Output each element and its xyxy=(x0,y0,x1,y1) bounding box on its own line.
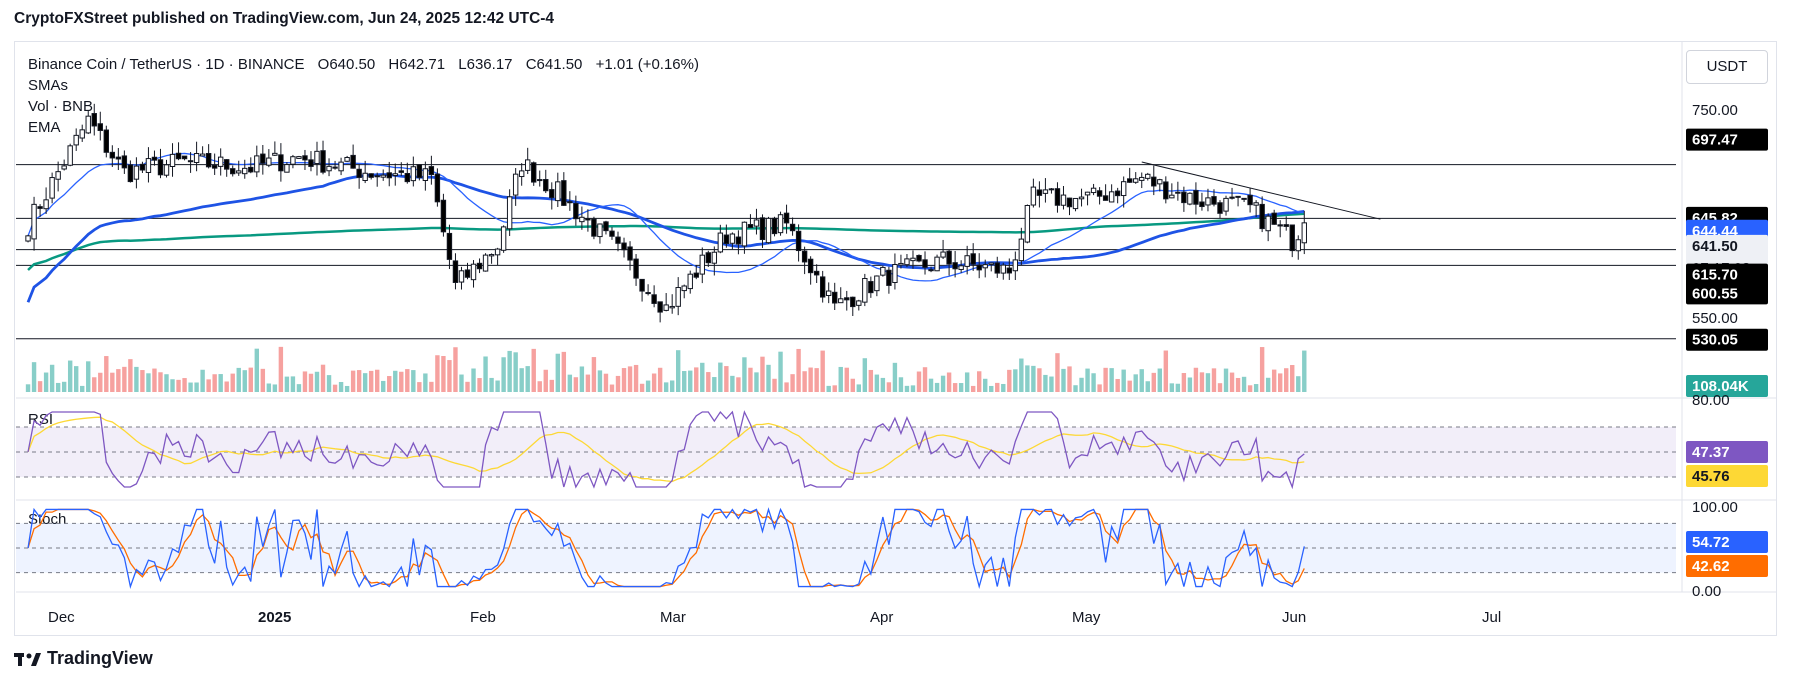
close-value: C641.50 xyxy=(525,56,583,73)
chart-legend: Binance Coin / TetherUS · 1D · BINANCE O… xyxy=(28,54,708,138)
change-value: +1.01 (+0.16%) xyxy=(595,56,699,73)
open-value: O640.50 xyxy=(317,56,376,73)
stoch-pane-label[interactable]: Stoch xyxy=(28,511,67,528)
indicator-sma-label[interactable]: SMAs xyxy=(28,77,69,94)
tradingview-logo-icon xyxy=(14,653,41,666)
footer-brand-text: TradingView xyxy=(47,648,153,668)
symbol-title[interactable]: Binance Coin / TetherUS · 1D · BINANCE xyxy=(28,56,305,73)
indicator-volume-label[interactable]: Vol · BNB xyxy=(28,98,94,115)
low-value: L636.17 xyxy=(458,56,513,73)
high-value: H642.71 xyxy=(388,56,446,73)
indicator-ema-label[interactable]: EMA xyxy=(28,119,61,136)
chart-frame xyxy=(14,41,1777,636)
currency-unit-button[interactable]: USDT xyxy=(1686,50,1768,84)
footer-brand[interactable]: TradingView xyxy=(14,648,153,669)
ohlc-row: Binance Coin / TetherUS · 1D · BINANCE O… xyxy=(28,54,708,75)
rsi-pane-label[interactable]: RSI xyxy=(28,411,54,428)
publisher-line: CryptoFXStreet published on TradingView.… xyxy=(14,10,555,27)
